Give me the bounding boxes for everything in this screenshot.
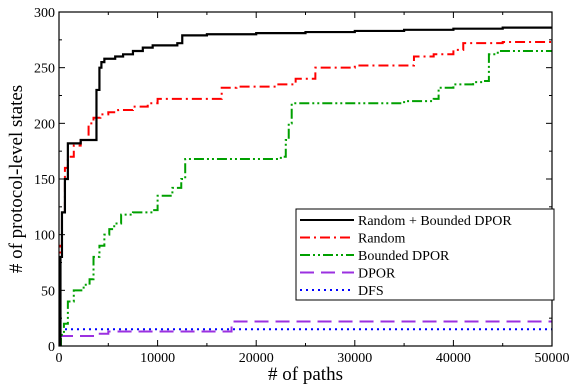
legend-label: DFS [358, 284, 384, 299]
series-line [59, 49, 552, 346]
series-layer [59, 26, 552, 346]
y-tick-label: 0 [48, 340, 55, 355]
legend-label: DPOR [358, 267, 396, 282]
x-axis-label: # of paths [268, 364, 343, 385]
y-axis-label: # of protocol-level states [6, 85, 27, 273]
y-tick-label: 250 [34, 62, 55, 77]
y-tick-label: 300 [34, 6, 55, 21]
series-line [59, 41, 552, 346]
y-tick-label: 150 [34, 173, 55, 188]
x-tick-label: 40000 [436, 351, 471, 366]
x-tick-label: 20000 [239, 351, 274, 366]
y-tick-label: 100 [34, 229, 55, 244]
legend: Random + Bounded DPOR Random Bounded DPOR D… [295, 208, 555, 301]
legend-label: Random [358, 232, 406, 247]
y-tick-label: 50 [41, 284, 55, 299]
series-line [59, 320, 552, 337]
series-line [59, 26, 552, 346]
x-tick-label: 10000 [140, 351, 175, 366]
legend-label: Random + Bounded DPOR [358, 214, 512, 229]
axis-layer: 0 10000 20000 30000 40000 50000 0 50 100 150 200 25… [34, 6, 570, 366]
x-tick-label: 50000 [535, 351, 570, 366]
legend-label: Bounded DPOR [358, 249, 450, 264]
legend-box [295, 208, 555, 301]
y-tick-label: 200 [34, 117, 55, 132]
x-tick-label: 0 [56, 351, 63, 366]
x-tick-label: 30000 [337, 351, 372, 366]
